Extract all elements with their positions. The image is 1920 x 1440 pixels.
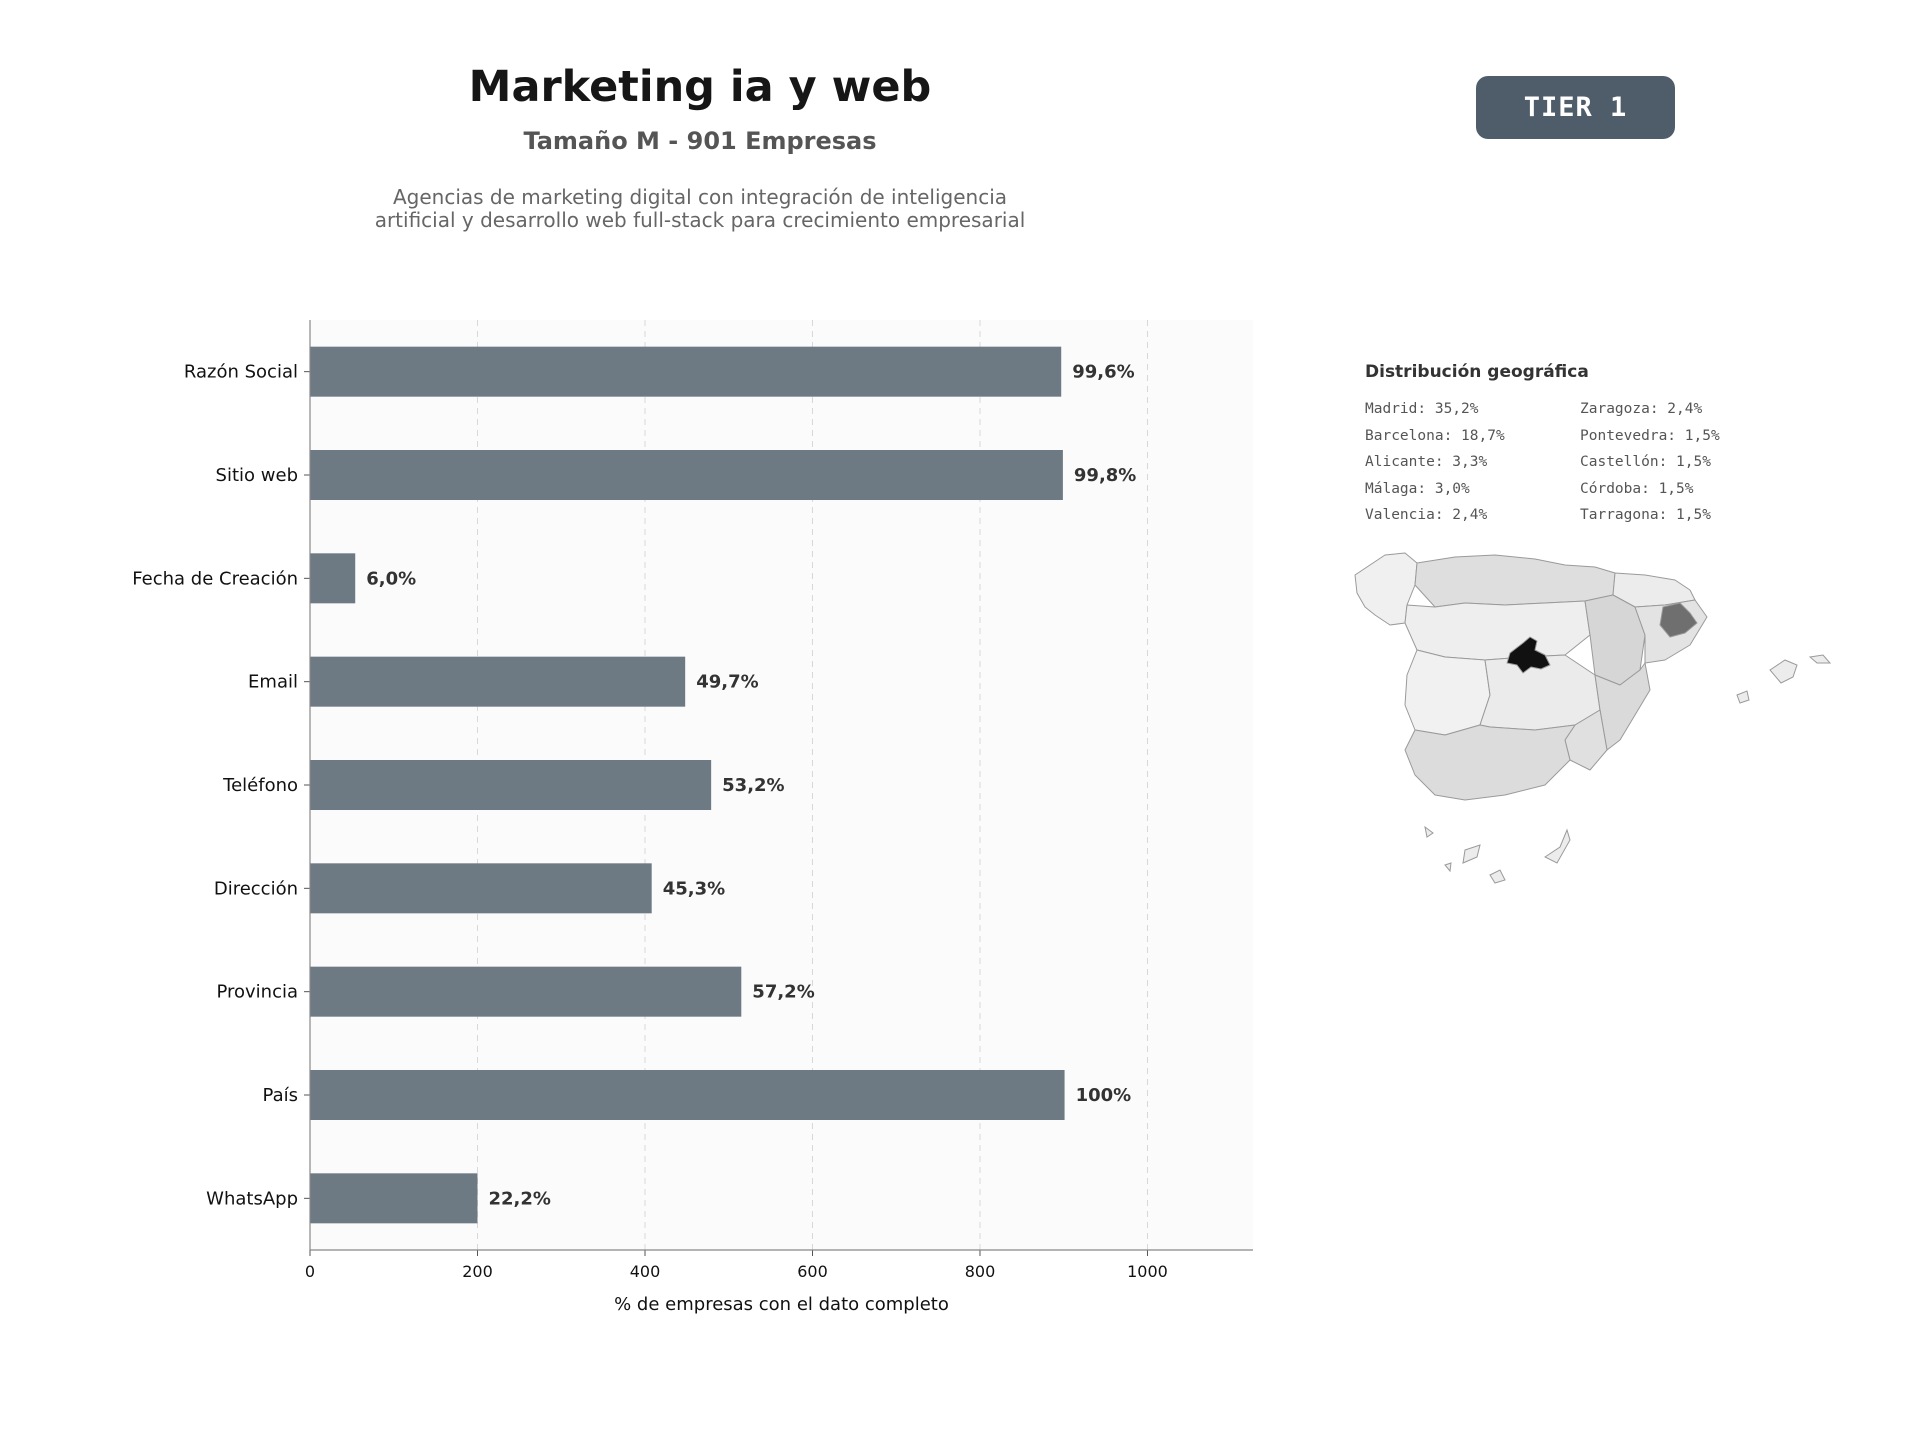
map-canary-2	[1462, 844, 1481, 864]
bar	[310, 450, 1063, 500]
map-region-north-coast	[1414, 554, 1616, 608]
data-label: 99,6%	[1072, 362, 1134, 383]
bar	[310, 1173, 478, 1224]
data-label: 45,3%	[663, 878, 725, 899]
x-axis-label: % de empresas con el dato completo	[614, 1294, 949, 1315]
map-canary-5	[1444, 862, 1452, 873]
map-region-castilla-leon	[1404, 600, 1591, 661]
bar	[310, 966, 742, 1017]
y-tick-label: País	[263, 1085, 298, 1106]
map-region-barcelona	[1659, 602, 1698, 638]
geo-item: Castellón: 1,5%	[1580, 454, 1711, 470]
spain-map	[1354, 552, 1832, 884]
geo-item: Valencia: 2,4%	[1365, 507, 1488, 523]
x-tick-label: 800	[965, 1262, 996, 1281]
geo-distribution-title: Distribución geográfica	[1365, 362, 1589, 382]
map-islands	[1424, 654, 1832, 884]
x-tick-label: 400	[630, 1262, 661, 1281]
map-balearic-menorca	[1808, 654, 1832, 664]
y-tick-label: Teléfono	[222, 775, 298, 796]
map-region-madrid	[1506, 636, 1551, 674]
bar	[310, 1070, 1065, 1120]
geo-item: Zaragoza: 2,4%	[1580, 401, 1703, 417]
description-line-2: artificial y desarrollo web full-stack p…	[374, 208, 1026, 232]
page-title: Marketing ia y web	[468, 62, 932, 112]
geo-item: Tarragona: 1,5%	[1580, 507, 1711, 523]
geo-item: Alicante: 3,3%	[1365, 454, 1488, 470]
bar	[310, 760, 712, 810]
y-tick-label: Provincia	[216, 982, 298, 1003]
data-label: 49,7%	[696, 672, 758, 693]
x-tick-label: 0	[305, 1262, 315, 1281]
geo-item: Pontevedra: 1,5%	[1580, 427, 1720, 444]
data-label: 99,8%	[1074, 465, 1136, 486]
data-label: 53,2%	[722, 775, 784, 796]
y-tick-label: Fecha de Creación	[132, 568, 298, 589]
page-description: Agencias de marketing digital con integr…	[300, 186, 1100, 232]
data-label: 22,2%	[488, 1188, 550, 1209]
geo-item: Barcelona: 18,7%	[1365, 427, 1505, 444]
geo-item: Málaga: 3,0%	[1365, 480, 1470, 497]
y-tick-label: Sitio web	[216, 465, 298, 486]
x-tick-label: 1000	[1127, 1262, 1168, 1281]
y-tick-label: Dirección	[214, 878, 298, 899]
geo-item: Córdoba: 1,5%	[1580, 480, 1694, 497]
y-tick-label: Razón Social	[184, 362, 298, 383]
map-region-andalucia	[1404, 724, 1576, 801]
y-tick-label: Email	[248, 672, 298, 693]
tier-badge: TIER 1	[1476, 76, 1675, 139]
data-label: 100%	[1076, 1085, 1132, 1106]
page-subtitle: Tamaño M - 901 Empresas	[523, 127, 877, 155]
map-region-extremadura	[1404, 649, 1491, 736]
bar	[310, 346, 1062, 397]
geo-item: Madrid: 35,2%	[1365, 401, 1479, 417]
x-tick-label: 200	[462, 1262, 493, 1281]
map-canary-4	[1544, 828, 1571, 864]
bar	[310, 656, 686, 707]
bar	[310, 863, 652, 914]
map-canary-3	[1489, 869, 1506, 884]
x-tick-label: 600	[797, 1262, 828, 1281]
description-line-1: Agencias de marketing digital con integr…	[392, 185, 1008, 209]
map-balearic-ibiza	[1736, 690, 1750, 704]
bar	[310, 553, 356, 604]
data-label: 57,2%	[752, 982, 814, 1003]
y-tick-label: WhatsApp	[206, 1188, 298, 1209]
map-canary-1	[1424, 825, 1434, 838]
map-balearic-mallorca	[1769, 659, 1798, 684]
data-label: 6,0%	[366, 568, 416, 589]
geo-distribution-list: Madrid: 35,2% Zaragoza: 2,4% Barcelona: …	[1365, 400, 1745, 526]
map-peninsula	[1354, 552, 1708, 801]
